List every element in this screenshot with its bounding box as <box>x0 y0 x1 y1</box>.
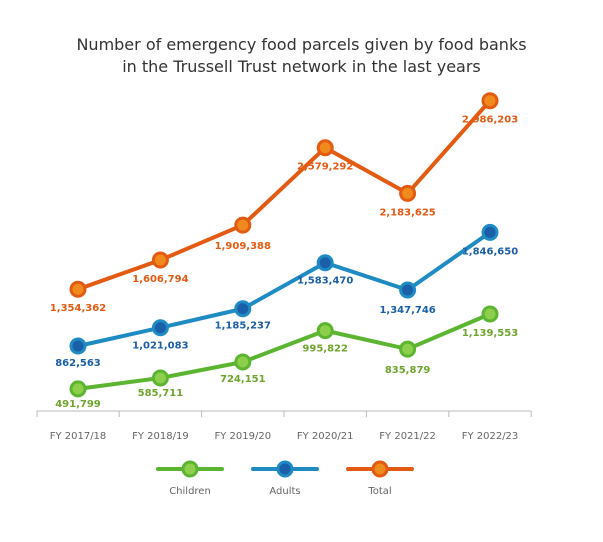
legend-label-total: Total <box>367 486 391 497</box>
data-point-children <box>481 305 499 323</box>
x-tick-label: FY 2020/21 <box>297 431 354 442</box>
data-point-children <box>69 380 87 398</box>
data-label-adults: 862,563 <box>55 358 101 369</box>
data-point-adults <box>481 223 499 241</box>
data-point-adults <box>399 281 417 299</box>
data-label-total: 1,909,388 <box>215 241 271 252</box>
data-label-adults: 1,021,083 <box>132 341 188 352</box>
data-label-children: 585,711 <box>138 388 184 399</box>
x-tick-label: FY 2017/18 <box>50 431 107 442</box>
legend-item-adults: Adults <box>251 460 319 497</box>
series-children: 491,799 585,711 724,151 995,822 835,879 1,139… <box>55 305 518 410</box>
data-label-adults: 1,347,746 <box>379 305 435 316</box>
chart-title-line-2: in the Trussell Trust network in the las… <box>122 57 481 76</box>
data-label-total: 1,606,794 <box>132 274 188 285</box>
data-point-total <box>69 280 87 298</box>
data-point-children <box>316 322 334 340</box>
series-total: 1,354,362 1,606,794 1,909,388 2,579,292 2,18… <box>50 92 518 314</box>
data-point-adults <box>151 319 169 337</box>
x-tick-label: FY 2019/20 <box>215 431 272 442</box>
legend-item-total: Total <box>346 460 414 497</box>
data-point-adults <box>234 300 252 318</box>
series-line-total <box>76 98 492 292</box>
data-label-children: 1,139,553 <box>462 328 518 339</box>
legend-marker-children <box>181 460 199 478</box>
legend-item-children: Children <box>156 460 224 497</box>
legend-label-adults: Adults <box>269 486 300 497</box>
data-label-children: 995,822 <box>302 344 348 355</box>
data-label-total: 2,986,203 <box>462 115 518 126</box>
series-line-adults <box>76 230 492 349</box>
data-label-children: 724,151 <box>220 374 266 385</box>
data-point-total <box>316 139 334 157</box>
series-adults: 862,563 1,021,083 1,185,237 1,583,470 1,347,… <box>55 223 518 369</box>
data-point-adults <box>316 254 334 272</box>
x-tick-label: FY 2018/19 <box>132 431 189 442</box>
data-point-total <box>399 184 417 202</box>
legend-label-children: Children <box>169 486 211 497</box>
series-line-children <box>76 312 492 391</box>
chart-title: Number of emergency food parcels given b… <box>0 34 603 78</box>
data-point-children <box>399 340 417 358</box>
data-point-children <box>234 353 252 371</box>
legend-marker-total <box>371 460 389 478</box>
legend-marker-adults <box>276 460 294 478</box>
data-label-adults: 1,583,470 <box>297 276 353 287</box>
data-label-adults: 1,185,237 <box>215 321 271 332</box>
data-point-total <box>481 92 499 110</box>
data-label-children: 835,879 <box>385 365 431 376</box>
data-label-children: 491,799 <box>55 399 101 410</box>
x-tick-label: FY 2021/22 <box>379 431 436 442</box>
x-tick-label: FY 2022/23 <box>462 431 519 442</box>
data-point-total <box>151 251 169 269</box>
data-point-adults <box>69 337 87 355</box>
data-label-total: 1,354,362 <box>50 303 106 314</box>
data-label-adults: 1,846,650 <box>462 246 518 257</box>
data-point-total <box>234 216 252 234</box>
chart-title-line-1: Number of emergency food parcels given b… <box>76 35 527 54</box>
data-label-total: 2,579,292 <box>297 162 353 173</box>
data-label-total: 2,183,625 <box>379 207 435 218</box>
data-point-children <box>151 369 169 387</box>
